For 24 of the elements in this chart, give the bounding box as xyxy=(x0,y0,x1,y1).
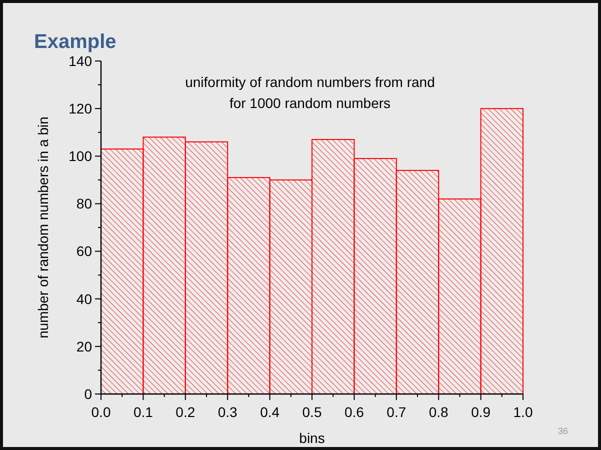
x-tick-label: 0.6 xyxy=(344,404,364,420)
x-tick-label: 0.0 xyxy=(91,404,111,420)
y-tick-label: 20 xyxy=(76,338,92,354)
x-tick-label: 0.4 xyxy=(260,404,280,420)
x-tick-label: 0.2 xyxy=(176,404,196,420)
y-tick-label: 100 xyxy=(68,148,92,164)
y-tick-label: 60 xyxy=(76,243,92,260)
y-axis-title: number of random numbers in a bin xyxy=(35,116,51,338)
x-tick-label: 0.3 xyxy=(218,404,238,420)
x-tick-label: 0.5 xyxy=(302,404,322,420)
y-tick-label: 40 xyxy=(76,290,92,307)
y-tick-label: 0 xyxy=(84,386,92,402)
x-tick-label: 0.8 xyxy=(428,404,449,420)
y-tick-label: 140 xyxy=(68,52,92,69)
x-tick-label: 0.9 xyxy=(471,404,491,420)
x-axis-title: bins xyxy=(299,430,325,446)
y-tick-label: 120 xyxy=(68,100,92,116)
x-tick-label: 0.1 xyxy=(133,404,154,420)
text: 36 xyxy=(558,426,568,436)
x-tick-label: 0.7 xyxy=(386,404,406,420)
y-tick-label: 80 xyxy=(76,196,92,212)
x-tick-label: 1.0 xyxy=(513,404,533,420)
chart-title: Example xyxy=(34,31,116,53)
annotation: uniformity of random numbers from rand for 1000 random numbers xyxy=(185,74,435,111)
